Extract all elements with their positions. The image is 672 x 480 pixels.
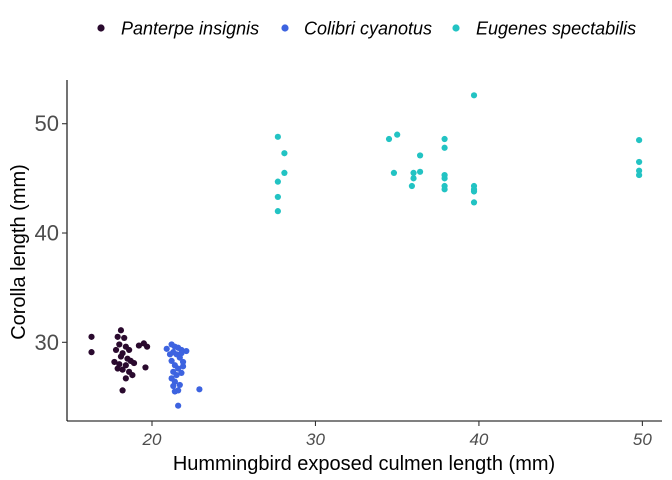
x-axis-ticks: 20 30 40 50 <box>142 421 652 449</box>
legend-label-panterpe-insignis: Panterpe insignis <box>121 19 259 39</box>
data-point-eugenes-spectabilis <box>636 171 643 179</box>
data-point-eugenes-spectabilis <box>410 175 417 182</box>
data-point-panterpe-insignis <box>116 341 123 348</box>
data-point-eugenes-spectabilis <box>394 131 401 138</box>
data-point-colibri-cyanotus <box>175 365 182 372</box>
data-point-panterpe-insignis <box>126 346 133 354</box>
x-tick-label: 30 <box>306 430 325 449</box>
legend-entry: Eugenes spectabilis <box>452 19 636 39</box>
data-point-panterpe-insignis <box>111 358 118 366</box>
data-point-eugenes-spectabilis <box>470 199 478 206</box>
data-point-colibri-cyanotus <box>178 350 185 357</box>
legend: Panterpe insignis Colibri cyanotus Eugen… <box>97 19 636 39</box>
data-point-colibri-cyanotus <box>166 351 174 358</box>
data-point-colibri-cyanotus <box>183 347 190 355</box>
data-point-colibri-cyanotus <box>178 369 185 377</box>
data-point-eugenes-spectabilis <box>274 208 281 215</box>
data-point-eugenes-spectabilis <box>470 188 478 195</box>
data-point-panterpe-insignis <box>88 333 95 340</box>
data-point-panterpe-insignis <box>129 371 136 379</box>
data-point-eugenes-spectabilis <box>636 167 643 174</box>
data-point-panterpe-insignis <box>114 365 121 372</box>
data-point-panterpe-insignis <box>143 343 151 350</box>
data-point-colibri-cyanotus <box>163 345 170 352</box>
data-point-panterpe-insignis <box>119 366 126 373</box>
data-point-colibri-cyanotus <box>179 363 187 370</box>
data-point-panterpe-insignis <box>119 387 126 394</box>
data-point-panterpe-insignis <box>122 375 129 382</box>
data-point-eugenes-spectabilis <box>274 193 281 201</box>
x-axis-title: Hummingbird exposed culmen length (mm) <box>173 453 555 475</box>
legend-entry: Panterpe insignis <box>97 19 259 39</box>
data-point-eugenes-spectabilis <box>385 135 393 143</box>
data-point-eugenes-spectabilis <box>416 152 424 159</box>
y-tick-label: 50 <box>35 111 59 136</box>
y-tick-label: 30 <box>35 330 59 355</box>
data-point-panterpe-insignis <box>112 346 120 354</box>
data-point-panterpe-insignis <box>142 364 149 371</box>
data-point-eugenes-spectabilis <box>636 137 643 144</box>
data-point-eugenes-spectabilis <box>470 92 478 99</box>
x-tick-label: 20 <box>142 430 162 449</box>
data-point-colibri-cyanotus <box>171 388 178 395</box>
data-point-eugenes-spectabilis <box>274 133 281 140</box>
data-points <box>88 92 643 409</box>
data-point-eugenes-spectabilis <box>390 169 398 177</box>
data-point-colibri-cyanotus <box>175 402 182 409</box>
y-tick-label: 40 <box>35 221 59 246</box>
data-point-panterpe-insignis <box>117 353 125 360</box>
legend-key-panterpe-insignis <box>97 24 105 32</box>
data-point-panterpe-insignis <box>114 333 121 340</box>
data-point-panterpe-insignis <box>117 327 125 334</box>
data-point-panterpe-insignis <box>121 334 128 342</box>
data-point-colibri-cyanotus <box>170 382 177 390</box>
data-point-colibri-cyanotus <box>179 358 187 366</box>
legend-label-colibri-cyanotus: Colibri cyanotus <box>304 19 432 39</box>
x-tick-label: 40 <box>469 430 488 449</box>
data-point-eugenes-spectabilis <box>441 144 448 151</box>
legend-label-eugenes-spectabilis: Eugenes spectabilis <box>476 19 636 39</box>
data-point-eugenes-spectabilis <box>410 169 417 177</box>
legend-key-eugenes-spectabilis <box>452 24 460 32</box>
data-point-eugenes-spectabilis <box>281 150 288 157</box>
legend-key-colibri-cyanotus <box>281 24 289 32</box>
data-point-panterpe-insignis <box>88 349 95 356</box>
data-point-eugenes-spectabilis <box>441 135 448 143</box>
data-point-eugenes-spectabilis <box>274 178 281 185</box>
data-point-panterpe-insignis <box>135 342 143 349</box>
data-point-colibri-cyanotus <box>168 357 175 364</box>
data-point-eugenes-spectabilis <box>441 175 448 182</box>
legend-entry: Colibri cyanotus <box>281 19 432 39</box>
data-point-colibri-cyanotus <box>176 381 183 389</box>
data-point-eugenes-spectabilis <box>416 168 424 175</box>
data-point-panterpe-insignis <box>130 359 138 367</box>
y-axis-ticks: 30 40 50 <box>35 111 67 355</box>
x-tick-label: 50 <box>633 430 652 449</box>
data-point-eugenes-spectabilis <box>281 169 288 177</box>
data-point-colibri-cyanotus <box>173 371 180 379</box>
data-point-eugenes-spectabilis <box>408 182 416 190</box>
data-point-eugenes-spectabilis <box>441 186 448 193</box>
data-point-panterpe-insignis <box>122 362 129 369</box>
y-axis-title: Corolla length (mm) <box>8 164 30 340</box>
data-point-eugenes-spectabilis <box>636 158 643 166</box>
data-point-colibri-cyanotus <box>196 386 203 393</box>
